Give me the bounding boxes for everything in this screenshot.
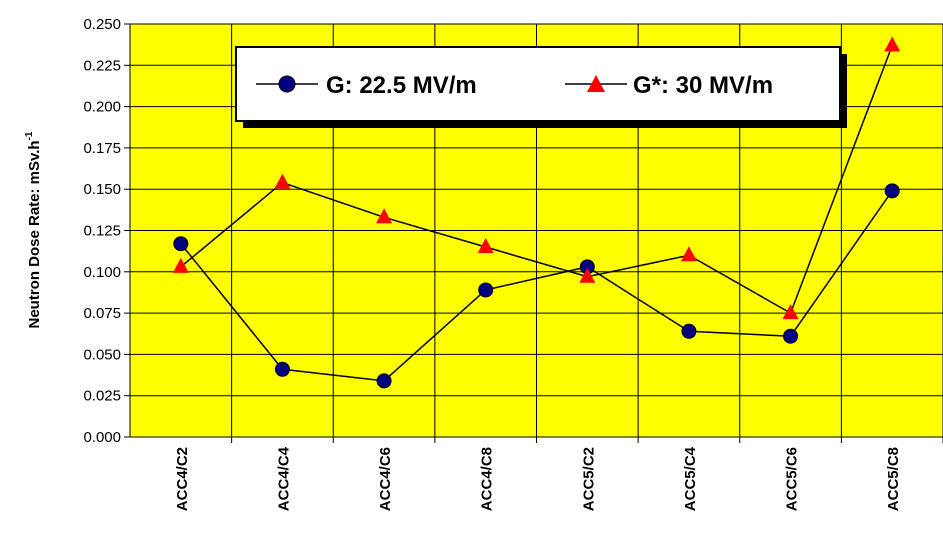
x-tick-labels: ACC4/C2 ACC4/C4 ACC4/C6 ACC4/C8 ACC5/C2 ACC5/… — [174, 446, 902, 511]
data-point-series-1 — [478, 282, 494, 298]
data-point-series-2 — [274, 173, 291, 189]
series-line-2 — [180, 45, 893, 315]
y-tick-label: 0.075 — [83, 305, 121, 322]
legend-label-series-2: G*: 30 MV/m — [633, 72, 773, 99]
x-tick-label: ACC5/C4 — [682, 446, 699, 511]
y-axis-label-text: Neutron Dose Rate: mSv.h — [26, 140, 43, 328]
y-tick-label: 0.225 — [83, 57, 121, 74]
legend: G: 22.5 MV/m G*: 30 MV/m — [235, 46, 847, 128]
series-line-1 — [180, 190, 893, 382]
series-group — [172, 36, 901, 389]
x-tick-label: ACC4/C4 — [275, 446, 292, 511]
x-tick-label: ACC5/C6 — [784, 447, 801, 511]
y-tick-label: 0.175 — [83, 140, 121, 157]
data-point-series-2 — [477, 238, 494, 254]
y-tick-labels: 0.000 0.025 0.050 0.075 0.100 0.125 0.150 0.175… — [83, 16, 130, 446]
y-tick-label: 0.125 — [83, 223, 121, 240]
legend-box — [235, 46, 841, 122]
data-point-series-1 — [274, 361, 290, 377]
y-tick-label: 0.150 — [83, 181, 121, 198]
x-tick-label: ACC5/C8 — [885, 447, 902, 511]
legend-marker-series-2 — [587, 75, 605, 92]
data-point-series-2 — [884, 36, 901, 52]
data-point-series-2 — [680, 246, 697, 262]
x-tick-label: ACC5/C2 — [580, 447, 597, 511]
legend-marker-series-1 — [278, 75, 296, 93]
y-tick-label: 0.025 — [83, 388, 121, 405]
y-tick-label: 0.050 — [83, 346, 121, 363]
legend-label-series-1: G: 22.5 MV/m — [326, 72, 477, 99]
data-point-series-1 — [376, 373, 392, 389]
data-point-series-1 — [783, 328, 799, 344]
data-point-series-2 — [172, 257, 189, 273]
x-tick-label: ACC4/C2 — [174, 447, 191, 511]
data-point-series-2 — [376, 208, 393, 224]
x-tick-label: ACC4/C8 — [479, 447, 496, 511]
y-tick-label: 0.250 — [83, 16, 121, 33]
x-tick-label: ACC4/C6 — [377, 447, 394, 511]
data-point-series-1 — [681, 323, 697, 339]
data-point-series-2 — [782, 304, 799, 320]
data-point-series-1 — [884, 183, 900, 199]
y-axis-label: Neutron Dose Rate: mSv.h-1 — [24, 131, 43, 328]
y-tick-label: 0.100 — [83, 264, 121, 281]
y-axis-label-superscript: -1 — [24, 131, 35, 140]
data-point-series-2 — [579, 267, 596, 283]
data-point-series-1 — [173, 236, 189, 252]
y-tick-label: 0.000 — [83, 429, 121, 446]
y-tick-label: 0.200 — [83, 99, 121, 116]
